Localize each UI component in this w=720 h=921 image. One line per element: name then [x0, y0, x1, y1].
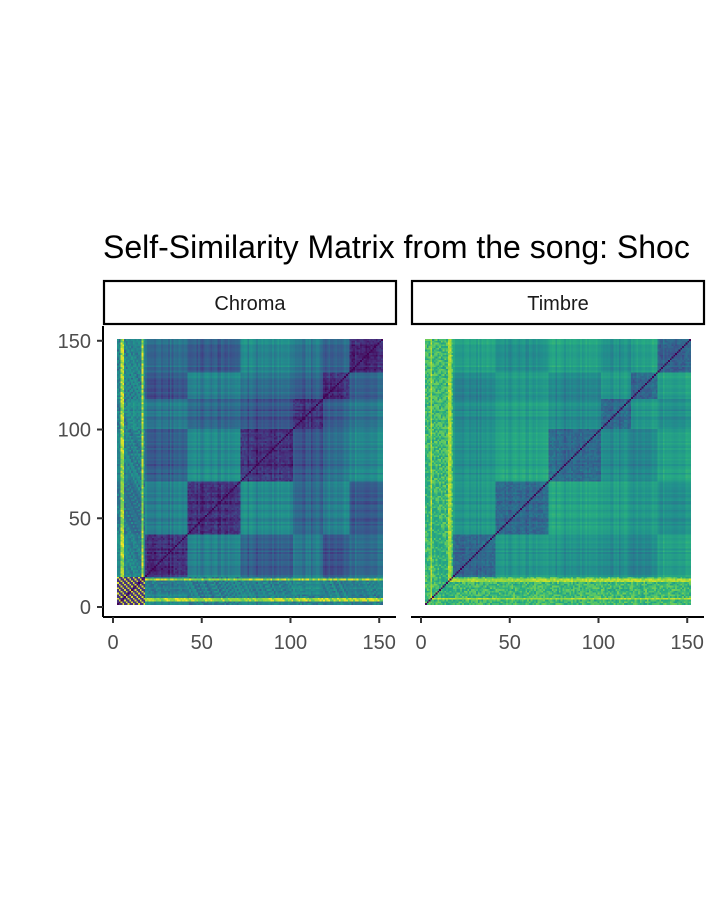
x-tick-label: 100	[274, 632, 307, 654]
strip-label-timbre: Timbre	[527, 293, 588, 315]
x-tick-label: 100	[582, 632, 615, 654]
strip-timbre	[410, 279, 706, 326]
panel-timbre: Timbre 0 50 100 150	[410, 279, 706, 654]
heatmap-chroma	[117, 339, 383, 605]
strip-label-chroma: Chroma	[214, 293, 286, 315]
x-tick-label: 50	[191, 632, 213, 654]
x-tick-label: 150	[671, 632, 704, 654]
x-tick-label: 50	[499, 632, 521, 654]
heatmap-timbre	[425, 339, 691, 605]
x-tick-label: 0	[107, 632, 118, 654]
chart-title: Self-Similarity Matrix from the song: Sh…	[103, 229, 690, 265]
y-tick-label: 150	[58, 331, 91, 353]
y-tick-label: 100	[58, 420, 91, 442]
y-tick-label: 50	[69, 508, 91, 530]
x-tick-label: 150	[363, 632, 396, 654]
y-tick-label: 0	[80, 597, 91, 619]
x-tick-label: 0	[415, 632, 426, 654]
panel-chroma: Chroma 0 50 100 150 0 50 100 150	[58, 279, 398, 654]
strip-chroma	[102, 279, 398, 326]
